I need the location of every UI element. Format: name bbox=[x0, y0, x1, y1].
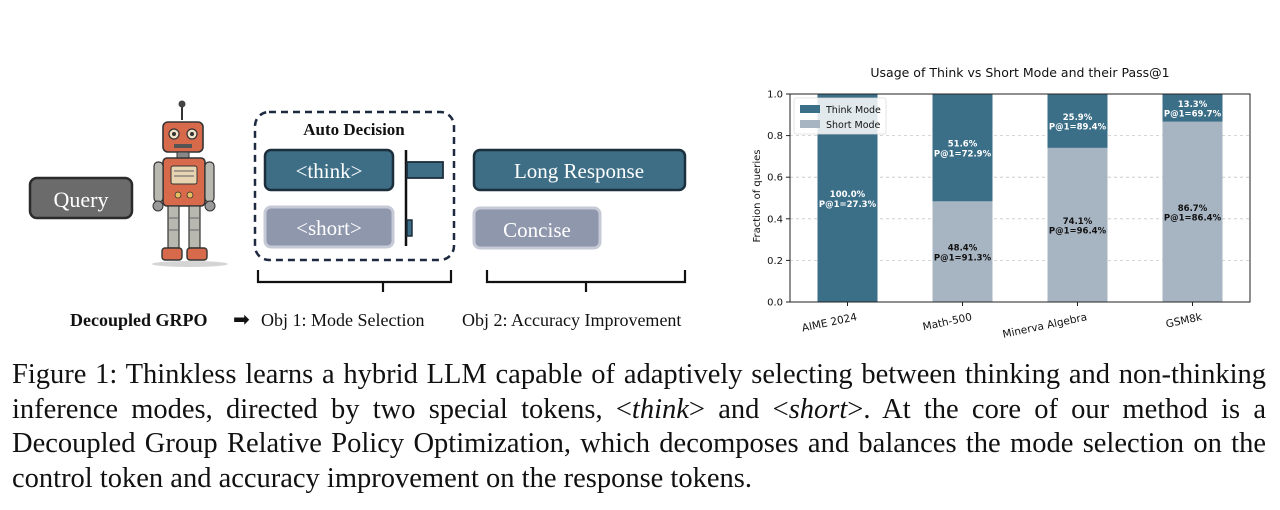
data-label: 86.7% P@1=86.4% bbox=[1164, 204, 1222, 224]
caption-part-1: Figure 1: Thinkless learns a hybrid LLM … bbox=[12, 359, 1266, 425]
data-label: 25.9% P@1=89.4% bbox=[1049, 113, 1107, 133]
plot-area: 0.0 0.2 0.4 0.6 0.8 1.0 100.0% P@1=27.3% AIME 20… bbox=[767, 90, 1251, 341]
y-tick-label: 0.8 bbox=[767, 131, 783, 142]
arrow-icon: ➡ bbox=[233, 309, 250, 331]
y-tick-label: 0.6 bbox=[767, 173, 783, 184]
legend-swatch bbox=[800, 120, 820, 128]
caption-part-2: > and < bbox=[688, 393, 789, 425]
bar-think-mode bbox=[1162, 94, 1223, 122]
query-label: Query bbox=[54, 187, 109, 212]
think-token-label: <think> bbox=[296, 159, 363, 183]
short-token-label: <short> bbox=[296, 216, 362, 240]
legend-label: Think Mode bbox=[825, 105, 881, 116]
y-tick-label: 1.0 bbox=[767, 90, 783, 101]
think-token-box: <think> bbox=[263, 148, 395, 192]
legend-label: Short Mode bbox=[826, 120, 881, 131]
y-tick-label: 0.2 bbox=[767, 256, 783, 267]
data-label: 74.1% P@1=96.4% bbox=[1049, 217, 1107, 237]
bar-short-mode bbox=[1047, 147, 1108, 302]
short-probability-bar bbox=[406, 219, 413, 237]
method-diagram: Query bbox=[28, 100, 687, 331]
think-probability-bar bbox=[406, 161, 444, 179]
x-tick-label: Math-500 bbox=[922, 311, 974, 333]
y-tick-label: 0.4 bbox=[767, 214, 783, 225]
long-response-label: Long Response bbox=[514, 159, 644, 183]
caption-part-3: >. At the core of our method is a Decoup… bbox=[12, 393, 1267, 494]
auto-decision-title: Auto Decision bbox=[303, 120, 405, 139]
bar-think-mode bbox=[1047, 94, 1108, 148]
y-tick-label: 0.0 bbox=[767, 298, 783, 309]
data-label: 13.3% P@1=69.7% bbox=[1164, 100, 1222, 120]
obj1-label: Obj 1: Mode Selection bbox=[261, 310, 424, 330]
objective-braces bbox=[256, 270, 687, 292]
bar-short-mode bbox=[1162, 121, 1223, 302]
bar-short-mode bbox=[932, 201, 993, 302]
obj2-label: Obj 2: Accuracy Improvement bbox=[462, 310, 681, 330]
y-axis-label: Fraction of queries bbox=[752, 149, 763, 242]
data-label: 51.6% P@1=72.9% bbox=[934, 140, 992, 160]
caption-short-token: short bbox=[788, 393, 848, 425]
mode-probability-bars bbox=[404, 150, 444, 246]
robot-icon bbox=[152, 100, 228, 267]
x-tick-label: AIME 2024 bbox=[801, 311, 859, 334]
grpo-label: Decoupled GRPO bbox=[70, 310, 208, 330]
concise-label: Concise bbox=[503, 218, 571, 242]
query-box: Query bbox=[28, 176, 134, 220]
caption-think-token: think bbox=[631, 393, 689, 425]
data-label: 100.0% P@1=27.3% bbox=[819, 190, 877, 210]
chart-title: Usage of Think vs Short Mode and their P… bbox=[870, 65, 1169, 80]
axes-frame bbox=[789, 93, 1251, 303]
mode-usage-chart: Usage of Think vs Short Mode and their P… bbox=[752, 65, 1251, 341]
x-tick-label: Minerva Algebra bbox=[1001, 311, 1088, 341]
long-response-box: Long Response bbox=[472, 148, 687, 192]
short-token-box: <short> bbox=[263, 205, 395, 249]
concise-box: Concise bbox=[472, 206, 602, 250]
auto-decision-box: Auto Decision bbox=[253, 110, 456, 262]
legend-swatch bbox=[800, 105, 820, 113]
x-tick-label: GSM8k bbox=[1165, 311, 1204, 331]
data-label: 48.4% P@1=91.3% bbox=[934, 244, 992, 264]
bar-think-mode bbox=[932, 94, 993, 202]
figure-caption: Figure 1: Thinkless learns a hybrid LLM … bbox=[12, 358, 1266, 496]
